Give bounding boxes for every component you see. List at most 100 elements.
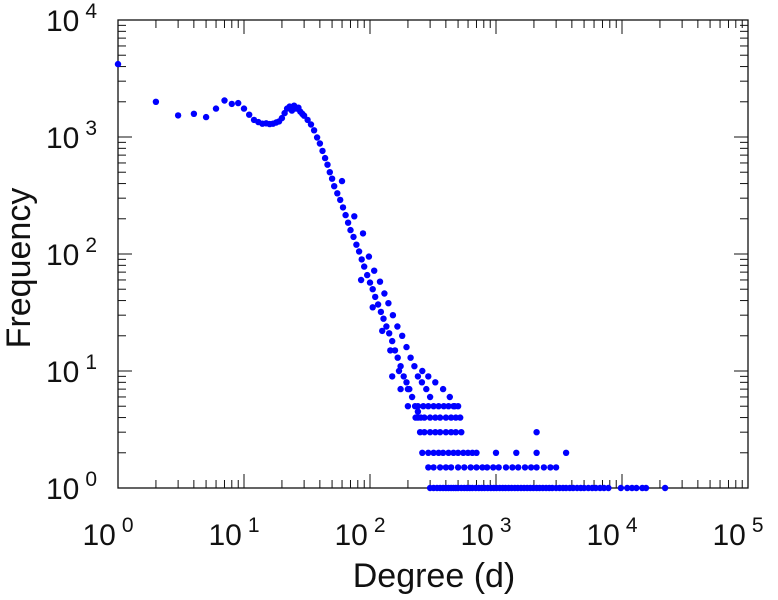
- scatter-point: [450, 449, 457, 456]
- scatter-point: [533, 449, 540, 456]
- scatter-point: [389, 373, 396, 380]
- scatter-point: [513, 449, 520, 456]
- scatter-point: [400, 373, 407, 380]
- scatter-point: [633, 484, 640, 492]
- scatter-point: [380, 315, 387, 322]
- minor-ticks: [118, 20, 748, 488]
- scatter-point: [414, 414, 422, 421]
- scatter-point: [445, 403, 452, 410]
- scatter-point: [421, 429, 428, 436]
- data-points: [114, 60, 669, 492]
- scatter-point: [642, 484, 650, 492]
- y-tick-label: 10 2: [46, 234, 97, 272]
- scatter-point: [394, 354, 401, 361]
- scatter-point: [492, 449, 500, 456]
- y-tick-label: 10 1: [46, 351, 97, 389]
- scatter-point: [202, 113, 210, 121]
- scatter-point: [310, 127, 318, 134]
- scatter-point: [605, 484, 612, 492]
- scatter-point: [387, 347, 394, 354]
- y-tick-label: 10 0: [46, 468, 97, 506]
- scatter-point: [436, 464, 444, 471]
- scatter-point: [246, 111, 253, 118]
- scatter-point: [490, 464, 497, 471]
- x-tick-label: 10 2: [334, 514, 385, 552]
- scatter-point: [439, 385, 447, 393]
- scatter-point: [414, 403, 422, 410]
- scatter-point: [419, 367, 426, 375]
- scatter-point: [447, 414, 455, 421]
- scatter-point: [464, 449, 472, 456]
- scatter-point: [432, 414, 439, 421]
- scatter-point: [440, 403, 447, 410]
- scatter-point: [221, 97, 228, 104]
- scatter-point: [212, 105, 220, 112]
- scatter-point: [435, 403, 442, 410]
- scatter-point: [376, 278, 384, 285]
- scatter-point: [316, 140, 324, 147]
- scatter-point: [473, 449, 480, 456]
- scatter-point: [447, 464, 455, 471]
- scatter-point: [502, 464, 510, 471]
- scatter-point: [334, 190, 341, 197]
- scatter-point: [358, 256, 365, 263]
- scatter-point: [473, 464, 480, 471]
- scatter-point: [389, 337, 396, 345]
- scatter-point: [411, 363, 418, 370]
- scatter-point: [331, 183, 338, 190]
- scatter-point: [338, 177, 346, 185]
- scatter-point: [420, 403, 427, 410]
- scatter-point: [425, 449, 432, 456]
- scatter-point: [337, 196, 344, 204]
- scatter-point: [300, 112, 308, 119]
- scatter-point: [389, 312, 397, 319]
- x-tick-label: 10 3: [460, 514, 511, 552]
- scatter-point: [365, 253, 373, 260]
- scatter-point: [454, 403, 462, 410]
- scatter-point: [404, 403, 412, 410]
- scatter-point: [515, 464, 522, 471]
- y-tick-label: 10 4: [46, 0, 97, 38]
- scatter-point: [446, 393, 453, 401]
- scatter-point: [450, 403, 457, 410]
- scatter-point: [319, 147, 326, 155]
- scatter-point: [425, 373, 432, 380]
- scatter-point: [397, 363, 404, 370]
- x-tick-label: 10 0: [82, 514, 133, 552]
- scatter-point: [467, 464, 474, 471]
- scatter-point: [527, 464, 535, 471]
- x-axis-tick-labels: 10 0 10 1 10 2 10 3 10 4 10 5: [82, 514, 763, 552]
- scatter-point: [436, 429, 444, 436]
- x-tick-label: 10 5: [712, 514, 763, 552]
- scatter-point: [445, 449, 452, 456]
- scatter-point: [414, 408, 422, 415]
- scatter-point: [366, 279, 374, 286]
- scatter-point: [359, 230, 367, 237]
- scatter-point: [278, 114, 286, 122]
- scatter-point: [454, 449, 462, 456]
- scatter-point: [533, 429, 540, 436]
- scatter-point: [344, 219, 352, 226]
- scatter-point: [430, 403, 437, 410]
- scatter-point: [432, 429, 439, 436]
- x-tick-label: 10 1: [208, 514, 259, 552]
- scatter-point: [458, 429, 465, 436]
- y-axis-label: Frequency: [0, 188, 38, 349]
- scatter-point: [423, 385, 430, 393]
- scatter-point: [521, 464, 529, 471]
- scatter-point: [600, 484, 608, 492]
- scatter-point: [328, 175, 336, 182]
- scatter-point: [452, 414, 459, 421]
- scatter-point: [414, 373, 422, 380]
- scatter-point: [457, 414, 464, 421]
- scatter-point: [439, 449, 447, 456]
- scatter-point: [383, 323, 390, 330]
- scatter-point: [377, 308, 385, 316]
- scatter-point: [552, 464, 560, 471]
- scatter-point: [321, 154, 329, 162]
- scatter-point: [307, 121, 315, 128]
- scatter-point: [391, 347, 399, 354]
- scatter-point: [228, 100, 235, 108]
